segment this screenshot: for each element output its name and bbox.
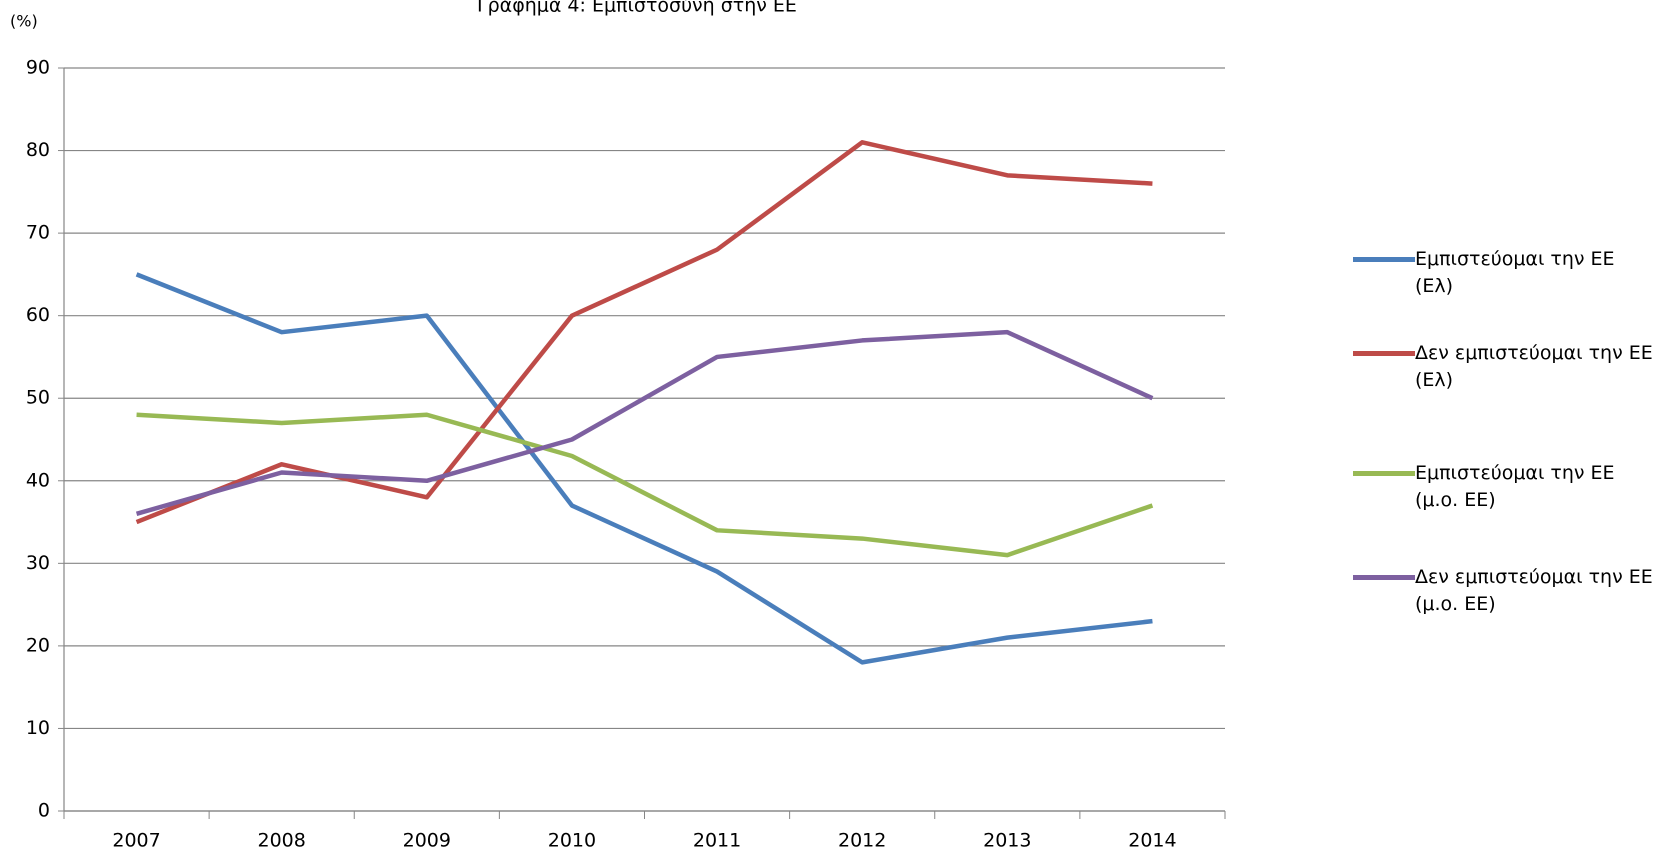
x-tick-label: 2012 xyxy=(838,830,886,852)
legend-item: Δεν εμπιστεύομαι την ΕΕ (μ.ο. ΕΕ) xyxy=(1353,564,1653,618)
legend-label: Δεν εμπιστεύομαι την ΕΕ (Ελ) xyxy=(1415,342,1653,391)
y-tick-label: 30 xyxy=(26,552,50,574)
series-line xyxy=(135,272,1153,665)
legend-item: Εμπιστεύομαι την ΕΕ (μ.ο. ΕΕ) xyxy=(1353,460,1653,514)
legend-item: Εμπιστεύομαι την ΕΕ (Ελ) xyxy=(1353,246,1653,300)
x-tick-label: 2011 xyxy=(693,830,741,852)
y-axis-label: (%) xyxy=(10,12,38,31)
y-tick-label: 10 xyxy=(26,717,50,739)
legend-swatch xyxy=(1353,471,1415,476)
legend-swatch xyxy=(1353,257,1415,262)
y-tick-label: 90 xyxy=(26,57,50,79)
y-tick-label: 0 xyxy=(38,800,50,822)
x-tick-label: 2007 xyxy=(112,830,160,852)
x-tick-label: 2014 xyxy=(1128,830,1176,852)
x-tick-label: 2009 xyxy=(403,830,451,852)
legend-label: Δεν εμπιστεύομαι την ΕΕ (μ.ο. ΕΕ) xyxy=(1415,566,1653,615)
x-tick-label: 2010 xyxy=(548,830,596,852)
legend-swatch xyxy=(1353,575,1415,580)
series-line xyxy=(135,329,1154,516)
y-tick-label: 50 xyxy=(26,387,50,409)
x-tick-label: 2008 xyxy=(258,830,306,852)
series-line xyxy=(135,140,1153,525)
x-tick-label: 2013 xyxy=(983,830,1031,852)
legend-label: Εμπιστεύομαι την ΕΕ (Ελ) xyxy=(1415,248,1615,297)
y-tick-label: 70 xyxy=(26,222,50,244)
legend-label: Εμπιστεύομαι την ΕΕ (μ.ο. ΕΕ) xyxy=(1415,462,1615,511)
y-tick-label: 20 xyxy=(26,634,50,656)
legend-item: Δεν εμπιστεύομαι την ΕΕ (Ελ) xyxy=(1353,340,1653,394)
y-tick-label: 80 xyxy=(26,139,50,161)
chart-title: Γράφημα 4: Εμπιστοσύνη στην ΕΕ xyxy=(477,0,797,17)
y-tick-label: 40 xyxy=(26,469,50,491)
series-line xyxy=(136,412,1154,558)
legend-swatch xyxy=(1353,351,1415,356)
y-tick-label: 60 xyxy=(26,304,50,326)
